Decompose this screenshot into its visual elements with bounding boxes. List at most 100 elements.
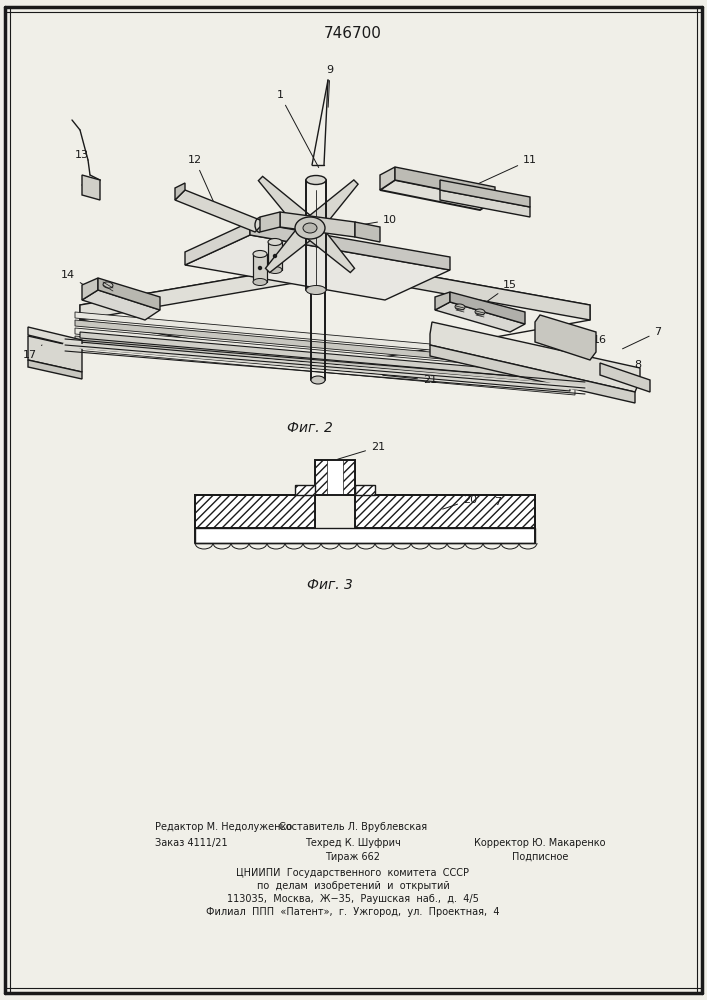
Polygon shape (28, 327, 82, 348)
Polygon shape (75, 328, 575, 379)
Text: Фиг. 3: Фиг. 3 (307, 578, 353, 592)
Text: 11: 11 (462, 155, 537, 191)
Polygon shape (28, 360, 82, 379)
Text: 8: 8 (634, 360, 641, 370)
Ellipse shape (259, 266, 262, 269)
Text: 14: 14 (61, 270, 98, 294)
Ellipse shape (306, 176, 326, 184)
Ellipse shape (475, 309, 485, 315)
Polygon shape (82, 290, 160, 320)
Polygon shape (430, 322, 640, 392)
Polygon shape (265, 221, 317, 273)
Text: Составитель Л. Врублевская: Составитель Л. Врублевская (279, 822, 427, 832)
Polygon shape (303, 180, 358, 235)
Text: 7: 7 (494, 497, 501, 507)
Text: 13: 13 (75, 150, 89, 160)
Polygon shape (260, 212, 280, 232)
Polygon shape (80, 260, 340, 320)
Polygon shape (75, 344, 575, 395)
Text: 746700: 746700 (324, 25, 382, 40)
Polygon shape (535, 315, 596, 360)
Polygon shape (80, 342, 570, 391)
Bar (315, 460, 355, 495)
Ellipse shape (295, 217, 325, 239)
Text: Подписное: Подписное (512, 852, 568, 862)
Polygon shape (175, 190, 265, 232)
Bar (195, 495, 315, 528)
Text: 21: 21 (338, 442, 385, 459)
Polygon shape (340, 260, 590, 320)
Polygon shape (355, 222, 380, 242)
Polygon shape (75, 336, 575, 387)
Text: Тираж 662: Тираж 662 (325, 852, 380, 862)
Polygon shape (185, 222, 250, 265)
Polygon shape (98, 278, 160, 310)
Text: 16: 16 (563, 335, 607, 345)
Bar (195, 528, 535, 543)
Text: по  делам  изобретений  и  открытий: по делам изобретений и открытий (257, 881, 450, 891)
Ellipse shape (253, 278, 267, 286)
Text: 1: 1 (276, 90, 319, 168)
Ellipse shape (303, 223, 317, 233)
Text: Филиал  ППП  «Патент»,  г.  Ужгород,  ул.  Проектная,  4: Филиал ППП «Патент», г. Ужгород, ул. Про… (206, 907, 500, 917)
Text: 9: 9 (327, 65, 334, 107)
Polygon shape (175, 183, 185, 200)
Bar (355, 495, 535, 528)
Ellipse shape (268, 266, 282, 273)
Bar (295, 485, 315, 495)
Polygon shape (395, 167, 495, 200)
Polygon shape (303, 221, 354, 273)
Ellipse shape (274, 254, 276, 257)
Polygon shape (28, 336, 82, 372)
Polygon shape (258, 176, 317, 235)
Text: 7: 7 (622, 327, 662, 349)
Polygon shape (435, 302, 525, 332)
Polygon shape (435, 292, 450, 310)
Bar (295, 485, 315, 495)
Bar (355, 495, 535, 528)
Polygon shape (380, 167, 395, 190)
Bar (355, 485, 375, 495)
Text: Редактор М. Недолуженко: Редактор М. Недолуженко (155, 822, 292, 832)
Polygon shape (440, 190, 530, 217)
Ellipse shape (103, 282, 113, 288)
Polygon shape (80, 332, 570, 381)
Polygon shape (280, 212, 355, 237)
Text: Заказ 4111/21: Заказ 4111/21 (155, 838, 228, 848)
Polygon shape (82, 278, 98, 300)
Polygon shape (253, 254, 267, 282)
Bar (315, 460, 327, 495)
Text: 10: 10 (363, 215, 397, 225)
Text: 12: 12 (188, 155, 214, 202)
Polygon shape (82, 175, 100, 200)
Bar (355, 485, 375, 495)
Text: 15: 15 (477, 280, 517, 308)
Text: 21: 21 (382, 375, 437, 385)
Bar (195, 495, 315, 528)
Polygon shape (600, 363, 650, 392)
Text: ЦНИИПИ  Государственного  комитета  СССР: ЦНИИПИ Государственного комитета СССР (237, 868, 469, 878)
Text: Фиг. 2: Фиг. 2 (287, 421, 333, 435)
Polygon shape (440, 180, 530, 207)
Ellipse shape (311, 376, 325, 384)
Text: 113035,  Москва,  Ж−35,  Раушская  наб.,  д.  4/5: 113035, Москва, Ж−35, Раушская наб., д. … (227, 894, 479, 904)
Ellipse shape (455, 304, 465, 310)
Text: 20: 20 (443, 495, 477, 509)
Ellipse shape (268, 238, 282, 245)
Polygon shape (250, 222, 450, 270)
Ellipse shape (306, 286, 326, 294)
Polygon shape (268, 242, 282, 270)
Polygon shape (185, 235, 450, 300)
Text: 17: 17 (23, 345, 42, 360)
Polygon shape (75, 312, 575, 363)
Text: Техред К. Шуфрич: Техред К. Шуфрич (305, 838, 401, 848)
Polygon shape (80, 260, 590, 365)
Polygon shape (380, 180, 495, 210)
Text: Корректор Ю. Макаренко: Корректор Ю. Макаренко (474, 838, 606, 848)
Ellipse shape (253, 250, 267, 257)
Ellipse shape (311, 286, 325, 294)
Polygon shape (430, 345, 635, 403)
Polygon shape (75, 320, 575, 371)
Polygon shape (450, 292, 525, 324)
Bar (343, 460, 355, 495)
